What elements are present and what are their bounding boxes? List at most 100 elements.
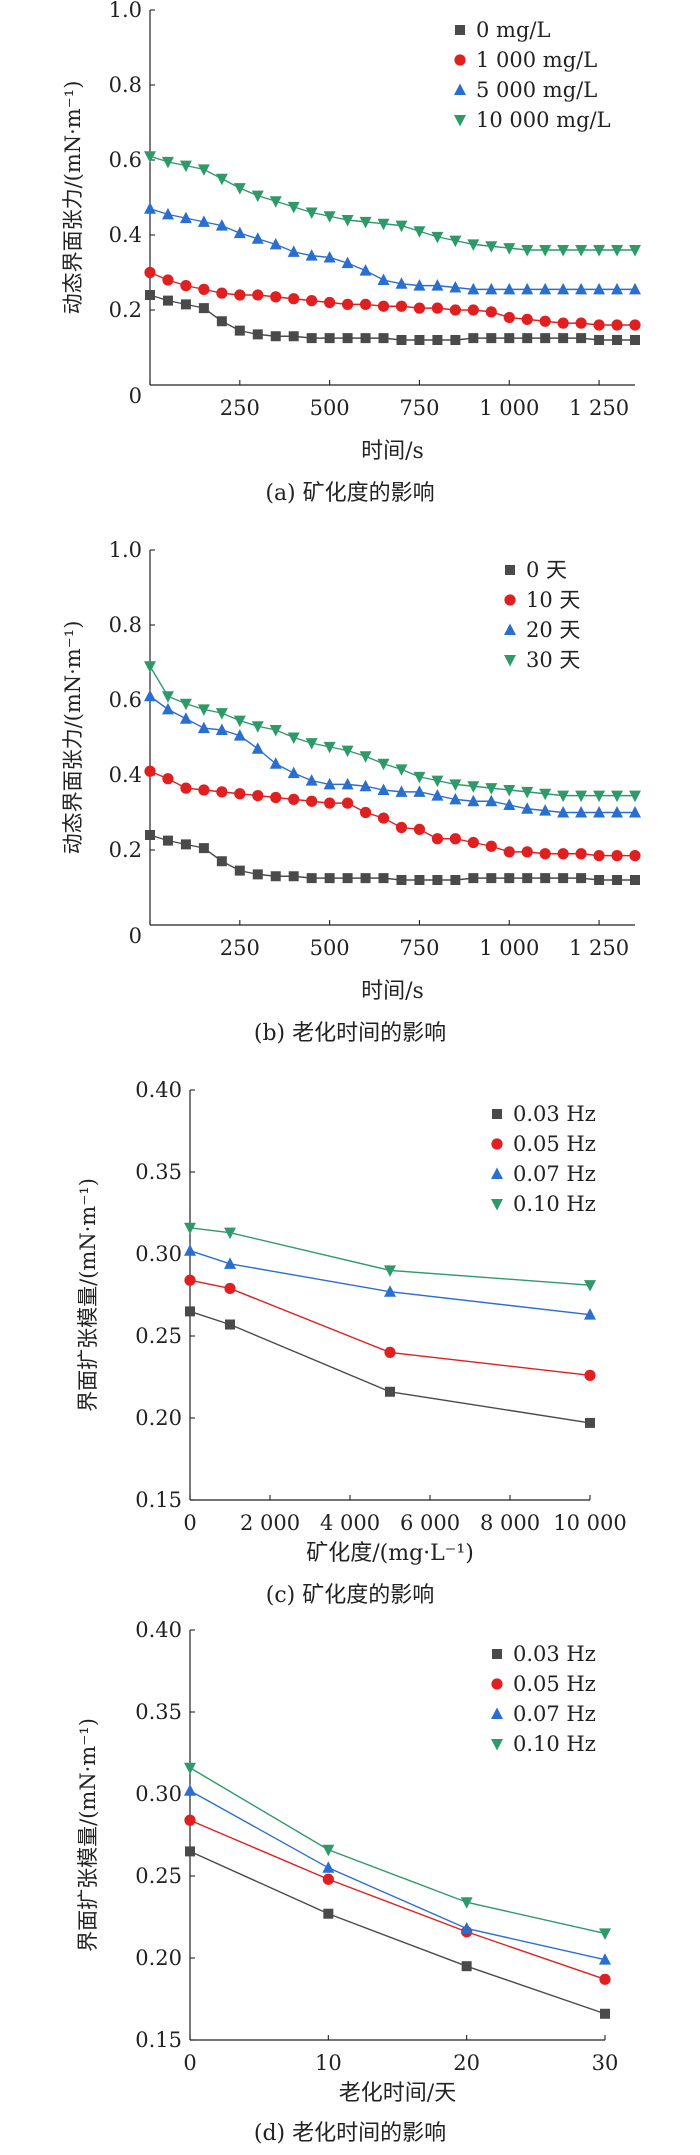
series-0 [145, 830, 640, 885]
series-1 [144, 765, 641, 862]
data-point [252, 329, 263, 340]
data-point [306, 295, 318, 307]
data-point [288, 871, 299, 882]
data-point [630, 335, 640, 345]
series-line [189, 1850, 606, 2015]
data-point [575, 790, 588, 803]
y-tick-label: 0.40 [135, 1080, 182, 1102]
data-point [485, 306, 497, 318]
data-point [503, 798, 516, 810]
legend-label: 10 天 [526, 588, 580, 612]
data-point [270, 291, 282, 303]
data-point [431, 789, 444, 801]
legend-marker [491, 1739, 503, 1751]
data-point [322, 1861, 335, 1873]
x-tick-label: 10 [315, 2051, 342, 2075]
data-point [197, 704, 210, 716]
data-point [558, 333, 569, 344]
data-point [521, 786, 534, 799]
series-line [189, 1767, 606, 1935]
x-tick-label: 750 [399, 936, 439, 960]
series-2 [144, 202, 641, 295]
data-point [461, 1961, 472, 1972]
data-point [161, 691, 174, 703]
y-tick-label: 0.25 [135, 1324, 182, 1348]
data-point [611, 245, 624, 257]
series-2 [184, 1244, 596, 1320]
data-point [144, 765, 156, 777]
data-point [557, 317, 569, 329]
data-point [557, 245, 570, 257]
data-point [630, 875, 640, 885]
data-point [198, 303, 209, 314]
y-axis-label: 界面扩张模量/(mN·m⁻¹) [76, 1718, 100, 1952]
data-point [377, 218, 390, 231]
data-point [144, 202, 156, 214]
data-point [377, 300, 390, 312]
data-point [197, 721, 210, 734]
data-point [145, 830, 155, 840]
data-point [432, 335, 443, 345]
data-point [180, 839, 191, 850]
data-point [460, 1897, 473, 1909]
x-tick-label: 2 000 [240, 1511, 300, 1535]
data-point [252, 790, 264, 802]
data-point [305, 738, 318, 750]
data-point [251, 232, 264, 244]
data-point [198, 843, 209, 854]
data-point [161, 207, 174, 220]
data-point [629, 790, 641, 803]
data-point [599, 1928, 611, 1940]
data-point [145, 290, 155, 300]
legend-label: 0 天 [526, 558, 567, 582]
data-point [467, 282, 480, 295]
legend-marker [492, 1109, 502, 1119]
data-point [198, 784, 210, 796]
data-point [395, 785, 408, 797]
data-point [594, 875, 605, 885]
y-tick-label: 0.20 [135, 1406, 182, 1430]
legend-marker [491, 1138, 503, 1150]
x-tick-label: 20 [453, 2051, 480, 2075]
data-point [557, 282, 570, 295]
data-point [503, 846, 515, 858]
data-point [224, 1227, 236, 1240]
data-point [431, 279, 444, 291]
x-tick-label: 750 [399, 396, 439, 420]
data-point [503, 311, 515, 324]
data-point [269, 757, 282, 769]
data-point [324, 797, 336, 809]
data-point [629, 319, 641, 331]
data-point [575, 245, 588, 257]
data-point [593, 790, 606, 803]
series-3 [184, 1762, 611, 1940]
data-point [629, 806, 641, 818]
series-line [149, 770, 635, 857]
series-1 [184, 1274, 596, 1381]
data-point [197, 164, 210, 176]
data-point [522, 873, 533, 884]
series-line [149, 208, 635, 291]
data-point [413, 279, 426, 291]
data-point [252, 289, 264, 301]
data-point [611, 282, 624, 295]
data-point [395, 277, 408, 289]
data-point [251, 190, 264, 203]
legend-marker [491, 1167, 503, 1179]
data-point [359, 751, 372, 763]
figure-caption: (b) 老化时间的影响 [254, 1021, 446, 1046]
data-point [521, 282, 534, 295]
x-tick-label: 4 000 [320, 1511, 380, 1535]
data-point [323, 741, 336, 754]
series-line [149, 665, 635, 797]
data-point [234, 788, 246, 800]
data-point [185, 1846, 195, 1857]
data-point [449, 235, 462, 248]
data-point [179, 698, 192, 711]
x-tick-label: 250 [220, 936, 260, 960]
legend-label: 0.05 Hz [513, 1132, 596, 1156]
data-point [162, 835, 173, 846]
data-point [144, 266, 156, 279]
data-point [161, 702, 174, 715]
series-line [149, 695, 635, 814]
